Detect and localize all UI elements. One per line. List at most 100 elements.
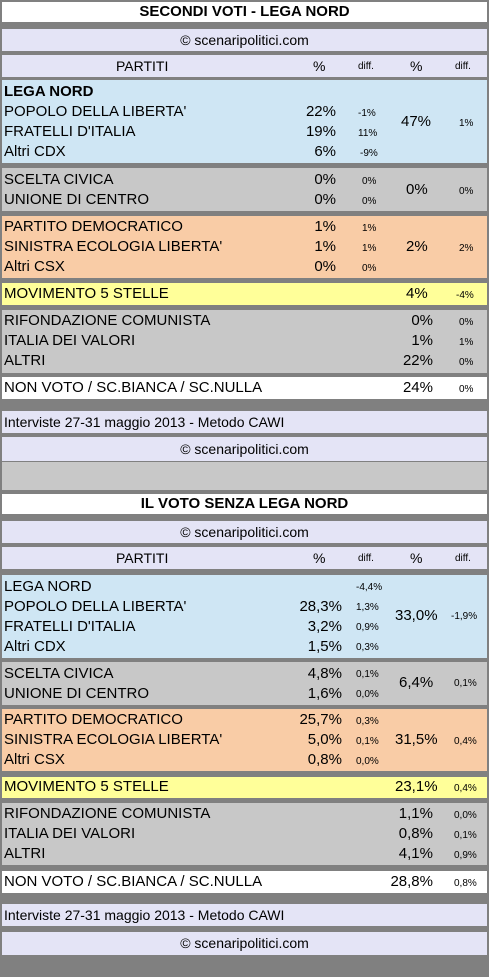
party-name: POPOLO DELLA LIBERTA': [4, 103, 187, 120]
cdx-group: LEGA NORD POPOLO DELLA LIBERTA' 22% -1% …: [2, 80, 487, 163]
party-name: SINISTRA ECOLOGIA LIBERTA': [4, 238, 223, 255]
party-diff: 1,3%: [356, 602, 379, 613]
party-diff: -1%: [358, 108, 376, 119]
party-name: PARTITO DEMOCRATICO: [4, 218, 183, 235]
party-pct: 0%: [314, 258, 336, 275]
header-pct-total: %: [410, 550, 423, 566]
party-name: SINISTRA ECOLOGIA LIBERTA': [4, 731, 223, 748]
party-name: MOVIMENTO 5 STELLE: [4, 778, 169, 795]
header-diff: diff.: [358, 61, 374, 72]
party-diff: 1%: [459, 337, 474, 348]
party-pct: 25,7%: [299, 711, 342, 728]
party-name: SCELTA CIVICA: [4, 171, 114, 188]
cdx-group: LEGA NORD -4,4% POPOLO DELLA LIBERTA' 28…: [2, 575, 487, 658]
group-total: 0%: [406, 181, 428, 198]
nonvoto-row: NON VOTO / SC.BIANCA / SC.NULLA 28,8% 0,…: [2, 871, 487, 893]
group-diff: 0%: [459, 186, 474, 197]
group-diff: 2%: [459, 243, 474, 254]
section-spacer: [2, 462, 487, 490]
party-pct: 6%: [314, 143, 336, 160]
others-group: RIFONDAZIONE COMUNISTA 1,1% 0,0% ITALIA …: [2, 803, 487, 865]
nonvoto-row: NON VOTO / SC.BIANCA / SC.NULLA 24% 0%: [2, 377, 487, 399]
group-total: 31,5%: [395, 731, 438, 748]
party-name: ITALIA DEI VALORI: [4, 825, 136, 842]
header-diff: diff.: [358, 553, 374, 564]
party-total: 24%: [402, 379, 433, 396]
header-partiti: PARTITI: [116, 58, 169, 74]
party-name: PARTITO DEMOCRATICO: [4, 711, 183, 728]
party-diff: 0,1%: [454, 830, 477, 841]
party-diff: 0%: [362, 263, 377, 274]
party-pct: 0%: [314, 191, 336, 208]
party-diff: 0,3%: [356, 716, 379, 727]
party-pct: 0%: [314, 171, 336, 188]
party-name: Altri CSX: [4, 751, 65, 768]
group-total: 47%: [401, 113, 432, 130]
group-diff: 1%: [459, 118, 474, 129]
party-name: RIFONDAZIONE COMUNISTA: [4, 805, 211, 822]
party-diff: -4,4%: [356, 582, 383, 593]
party-total: 0%: [411, 312, 433, 329]
group-total: 4%: [406, 285, 428, 302]
party-total: 0,8%: [398, 825, 433, 842]
party-name: LEGA NORD: [4, 578, 92, 595]
m5s-row: MOVIMENTO 5 STELLE 4% -4%: [2, 283, 487, 305]
party-diff: 0%: [362, 196, 377, 207]
footnote: Interviste 27-31 maggio 2013 - Metodo CA…: [2, 904, 487, 926]
copyright-banner: © scenaripolitici.com: [2, 437, 487, 461]
party-total: 22%: [402, 352, 433, 369]
party-name: ALTRI: [4, 352, 46, 369]
group-diff: -4%: [456, 290, 474, 301]
party-diff: 0,0%: [454, 810, 477, 821]
footnote: Interviste 27-31 maggio 2013 - Metodo CA…: [2, 411, 487, 433]
party-diff: 0%: [459, 317, 474, 328]
group-total: 23,1%: [395, 778, 438, 795]
party-name: NON VOTO / SC.BIANCA / SC.NULLA: [4, 873, 263, 890]
party-name: Altri CDX: [4, 143, 66, 160]
party-name: NON VOTO / SC.BIANCA / SC.NULLA: [4, 379, 263, 396]
section-title: IL VOTO SENZA LEGA NORD: [2, 494, 487, 514]
party-pct: 22%: [305, 103, 336, 120]
party-pct: 5,0%: [307, 731, 342, 748]
party-pct: 28,3%: [299, 598, 342, 615]
party-diff: 0,8%: [454, 878, 477, 889]
footnote-text: Interviste 27-31 maggio 2013 - Metodo CA…: [4, 414, 285, 430]
party-diff: 0%: [459, 357, 474, 368]
group-diff: 0,4%: [454, 736, 477, 747]
party-diff: 0%: [459, 384, 474, 395]
group-total: 2%: [406, 238, 428, 255]
footnote-text: Interviste 27-31 maggio 2013 - Metodo CA…: [4, 907, 285, 923]
party-name: Altri CSX: [4, 258, 65, 275]
centro-group: SCELTA CIVICA 0% 0% UNIONE DI CENTRO 0% …: [2, 168, 487, 211]
copyright-banner: © scenaripolitici.com: [2, 932, 487, 955]
party-pct: 4,8%: [307, 665, 342, 682]
party-pct: 1%: [314, 238, 336, 255]
party-diff: 0%: [362, 176, 377, 187]
party-name: POPOLO DELLA LIBERTA': [4, 598, 187, 615]
party-pct: 3,2%: [307, 618, 342, 635]
party-diff: 11%: [358, 128, 378, 139]
party-name: FRATELLI D'ITALIA: [4, 618, 136, 635]
party-pct: 19%: [305, 123, 336, 140]
party-name: ITALIA DEI VALORI: [4, 332, 136, 349]
header-partiti: PARTITI: [116, 550, 169, 566]
party-name: UNIONE DI CENTRO: [4, 191, 150, 208]
party-total: 4,1%: [398, 845, 433, 862]
party-name: FRATELLI D'ITALIA: [4, 123, 136, 140]
csx-group: PARTITO DEMOCRATICO 25,7% 0,3% SINISTRA …: [2, 709, 487, 771]
party-diff: 0,9%: [454, 850, 477, 861]
group-diff: 0,4%: [454, 783, 477, 794]
centro-group: SCELTA CIVICA 4,8% 0,1% UNIONE DI CENTRO…: [2, 662, 487, 705]
party-diff: 0,3%: [356, 642, 379, 653]
party-diff: 0,9%: [356, 622, 379, 633]
party-diff: 1%: [362, 223, 377, 234]
group-head-lega-nord: LEGA NORD: [4, 83, 94, 100]
party-name: ALTRI: [4, 845, 46, 862]
column-header: PARTITI % diff. % diff.: [2, 55, 487, 77]
group-diff: 0,1%: [454, 678, 477, 689]
party-pct: 0,8%: [307, 751, 342, 768]
party-total: 28,8%: [390, 873, 433, 890]
group-diff: -1,9%: [451, 611, 478, 622]
header-diff-total: diff.: [455, 553, 471, 564]
